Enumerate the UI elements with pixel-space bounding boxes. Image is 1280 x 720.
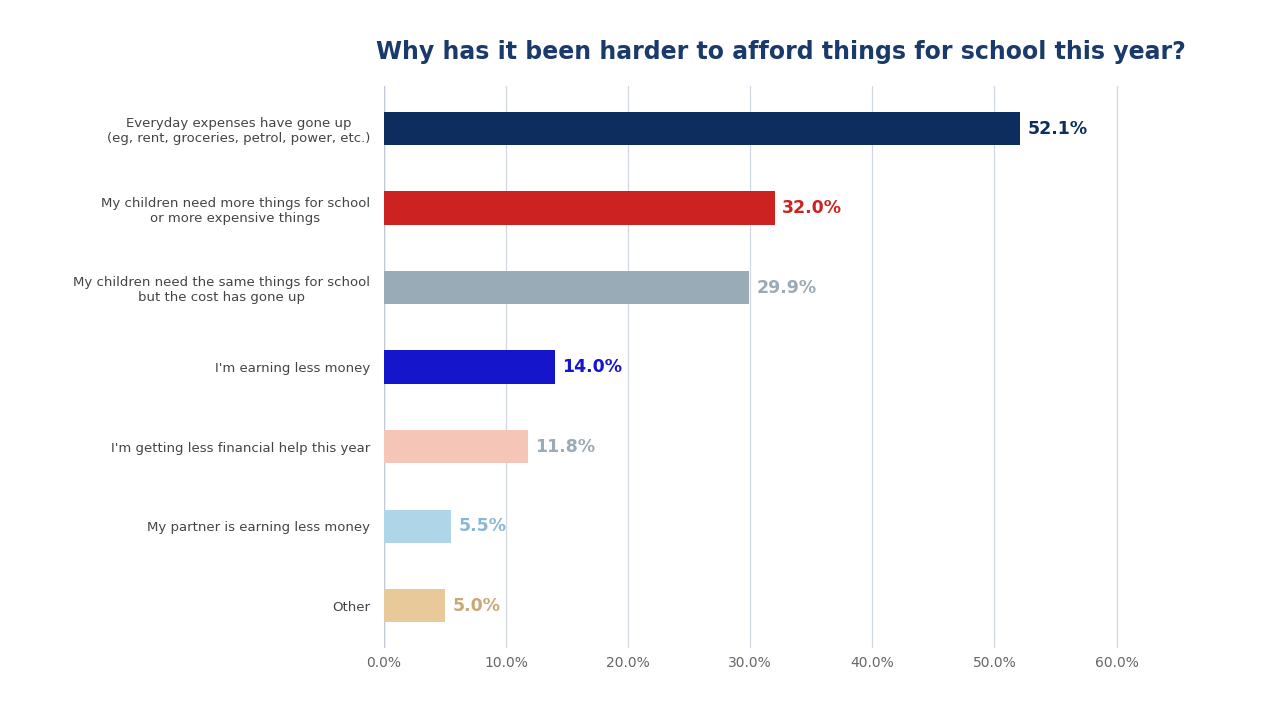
Text: 29.9%: 29.9%: [756, 279, 817, 297]
Text: 5.0%: 5.0%: [452, 597, 500, 615]
Text: 14.0%: 14.0%: [562, 358, 622, 376]
Title: Why has it been harder to afford things for school this year?: Why has it been harder to afford things …: [376, 40, 1185, 63]
Bar: [384, 271, 749, 305]
Text: 5.5%: 5.5%: [458, 517, 507, 535]
Text: 11.8%: 11.8%: [535, 438, 595, 456]
Bar: [384, 112, 1020, 145]
Bar: [384, 351, 556, 384]
Bar: [384, 589, 445, 623]
Bar: [384, 510, 451, 543]
Text: 32.0%: 32.0%: [782, 199, 842, 217]
Bar: [384, 430, 529, 464]
Text: 52.1%: 52.1%: [1028, 120, 1088, 138]
Bar: [384, 192, 774, 225]
